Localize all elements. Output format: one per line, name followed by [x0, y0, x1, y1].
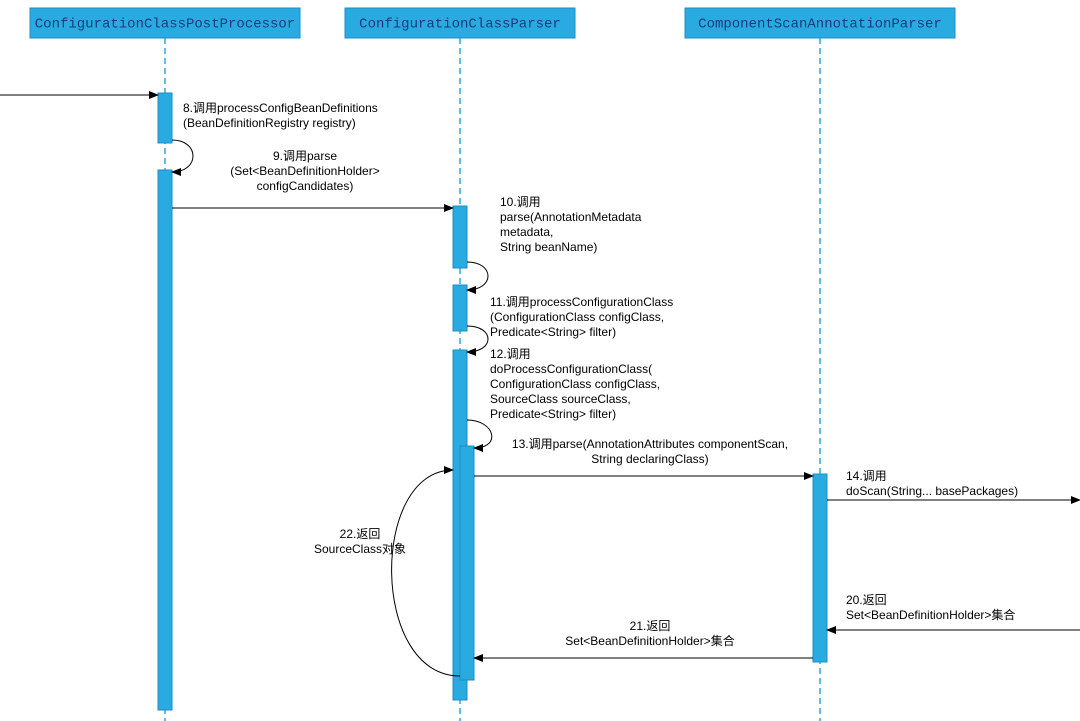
svg-text:21.返回: 21.返回 [630, 619, 671, 633]
svg-text:8.调用processConfigBeanDefinitio: 8.调用processConfigBeanDefinitions [183, 101, 378, 115]
svg-text:Predicate<String> filter): Predicate<String> filter) [490, 407, 616, 421]
svg-text:ConfigurationClassParser: ConfigurationClassParser [359, 17, 561, 33]
message-m12 [467, 420, 492, 448]
activation [158, 93, 172, 143]
svg-text:ComponentScanAnnotationParser: ComponentScanAnnotationParser [698, 17, 942, 33]
svg-text:String beanName): String beanName) [500, 240, 597, 254]
svg-text:10.调用: 10.调用 [500, 195, 541, 209]
message-m10 [467, 262, 488, 290]
participant-p3: ComponentScanAnnotationParser [685, 8, 955, 38]
participant-p1: ConfigurationClassPostProcessor [30, 8, 300, 38]
activation [813, 474, 827, 662]
svg-text:parse(AnnotationMetadata: parse(AnnotationMetadata [500, 210, 642, 224]
svg-text:Predicate<String> filter): Predicate<String> filter) [490, 325, 616, 339]
svg-text:11.调用processConfigurationClass: 11.调用processConfigurationClass [490, 295, 673, 309]
svg-text:String declaringClass): String declaringClass) [591, 452, 708, 466]
svg-text:9.调用parse: 9.调用parse [273, 149, 337, 163]
activation [158, 170, 172, 710]
svg-text:metadata,: metadata, [500, 225, 553, 239]
sequence-diagram: 8.调用processConfigBeanDefinitions(BeanDef… [0, 0, 1080, 721]
svg-text:SourceClass sourceClass,: SourceClass sourceClass, [490, 392, 631, 406]
activation [453, 206, 467, 268]
svg-text:doScan(String... basePackages): doScan(String... basePackages) [846, 484, 1018, 498]
svg-text:ConfigurationClassPostProcesso: ConfigurationClassPostProcessor [35, 17, 295, 33]
message-m11 [467, 326, 488, 352]
message-m8 [172, 140, 193, 172]
svg-text:Set<BeanDefinitionHolder>集合: Set<BeanDefinitionHolder>集合 [565, 633, 734, 648]
svg-text:22.返回: 22.返回 [340, 527, 381, 541]
svg-text:12.调用: 12.调用 [490, 347, 531, 361]
svg-text:20.返回: 20.返回 [846, 593, 887, 607]
activation [453, 285, 467, 331]
svg-text:SourceClass对象: SourceClass对象 [314, 542, 406, 556]
message-m22 [392, 470, 460, 676]
activation [460, 446, 474, 680]
svg-text:13.调用parse(AnnotationAttribute: 13.调用parse(AnnotationAttributes componen… [512, 437, 788, 451]
svg-text:(BeanDefinitionRegistry regist: (BeanDefinitionRegistry registry) [183, 116, 356, 130]
svg-text:doProcessConfigurationClass(: doProcessConfigurationClass( [490, 362, 652, 376]
svg-text:14.调用: 14.调用 [846, 469, 887, 483]
svg-text:(ConfigurationClass configClas: (ConfigurationClass configClass, [490, 310, 664, 324]
svg-text:(Set<BeanDefinitionHolder>: (Set<BeanDefinitionHolder> [230, 164, 379, 178]
participant-p2: ConfigurationClassParser [345, 8, 575, 38]
svg-text:configCandidates): configCandidates) [257, 179, 354, 193]
svg-text:ConfigurationClass configClass: ConfigurationClass configClass, [490, 377, 660, 391]
svg-text:Set<BeanDefinitionHolder>集合: Set<BeanDefinitionHolder>集合 [846, 607, 1015, 622]
